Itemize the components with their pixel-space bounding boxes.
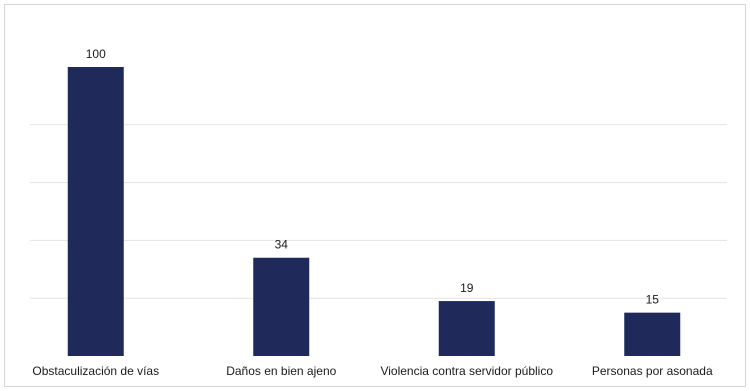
- bar-value-label-4: 15: [646, 293, 660, 307]
- value-labels: 100 34 19 15: [86, 47, 660, 307]
- bar-value-label-3: 19: [460, 281, 474, 295]
- category-label-2: Daños en bien ajeno: [226, 364, 336, 378]
- bar-2: [253, 257, 310, 356]
- chart-frame: 100 34 19 15 Obstaculización de vías Daños e…: [4, 4, 746, 387]
- bar-value-label-1: 100: [86, 47, 106, 61]
- bar-3: [438, 301, 495, 356]
- category-label-1: Obstaculización de vías: [32, 364, 159, 378]
- category-label-3: Violencia contra servidor público: [380, 364, 553, 378]
- bar-value-label-2: 34: [275, 238, 289, 252]
- bar-4: [624, 312, 681, 356]
- gridlines: [30, 124, 727, 299]
- category-label-4: Personas por asonada: [592, 364, 713, 378]
- bar-1: [67, 67, 124, 356]
- bar-chart: 100 34 19 15 Obstaculización de vías Daños e…: [30, 47, 727, 378]
- bars: [67, 67, 681, 356]
- category-labels: Obstaculización de vías Daños en bien aje…: [32, 364, 713, 378]
